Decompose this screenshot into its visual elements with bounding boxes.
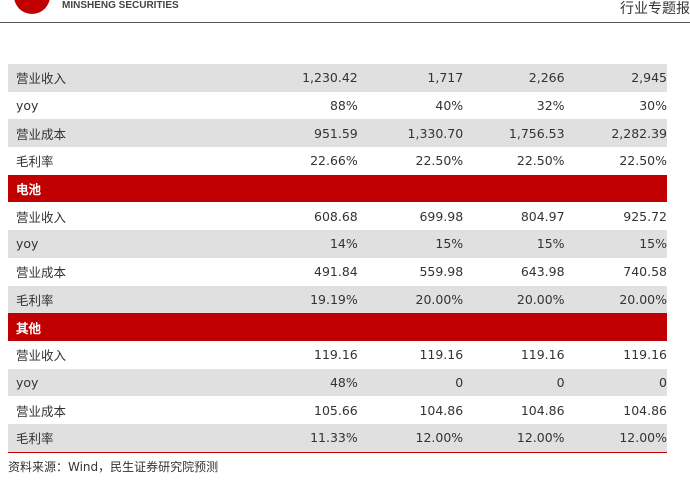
cell: 119.16	[314, 347, 358, 363]
cell: 643.98	[520, 264, 565, 280]
cell: 22.50%	[516, 153, 565, 169]
cell: 40%	[435, 98, 464, 114]
table-row: 营业收入 119.16 119.16 119.16 119.16	[8, 341, 667, 369]
cell: 20.00%	[463, 285, 565, 314]
cell: 0	[564, 368, 667, 397]
cell: 11.33%	[160, 423, 358, 453]
cell: 491.84	[314, 264, 358, 280]
table-row: 营业成本 491.84 559.98 643.98 740.58	[8, 258, 667, 286]
row-label: yoy	[8, 368, 161, 397]
row-label: 营业成本	[16, 265, 67, 281]
table-row: yoy 88% 40% 32% 30%	[8, 92, 667, 120]
logo	[14, 0, 50, 14]
row-label: yoy	[16, 98, 39, 114]
source-note: 资料来源：Wind，民生证券研究院预测	[8, 460, 219, 474]
cell: 104.86	[419, 402, 464, 418]
cell: 15%	[357, 230, 464, 258]
row-label: 营业收入	[16, 348, 67, 364]
cell: 1,756.53	[463, 119, 565, 148]
row-label: 营业收入	[16, 209, 67, 225]
cell: 2,282.39	[564, 119, 667, 148]
header-rule	[0, 22, 690, 23]
row-label: 营业收入	[8, 64, 161, 92]
table-row: 毛利率 19.19% 20.00% 20.00% 20.00%	[8, 285, 667, 314]
cell: 20.00%	[357, 285, 464, 314]
cell: 48%	[160, 368, 358, 397]
cell: 88%	[329, 98, 358, 114]
row-label: 毛利率	[8, 285, 161, 314]
cell: 19.19%	[160, 285, 358, 314]
cell: 699.98	[419, 208, 464, 224]
cell: 119.16	[419, 347, 464, 363]
cell: 12.00%	[564, 423, 667, 453]
row-label: 营业成本	[16, 403, 67, 419]
cell: 740.58	[623, 264, 667, 280]
cell: 14%	[160, 230, 358, 258]
cell: 0	[463, 368, 565, 397]
data-table: 营业收入 1,230.42 1,717 2,266 2,945 yoy 88% 40% 32% 3…	[8, 64, 667, 453]
cell: 0	[357, 368, 464, 397]
cell: 804.97	[520, 208, 565, 224]
cell: 2,266	[463, 64, 565, 92]
cell: 12.00%	[463, 423, 565, 453]
cell: 20.00%	[564, 285, 667, 314]
table-row: yoy 48% 0 0 0	[8, 368, 667, 397]
cell: 22.66%	[310, 153, 358, 169]
cell: 1,717	[357, 64, 464, 92]
table-row: yoy 14% 15% 15% 15%	[8, 230, 667, 258]
cell: 925.72	[623, 208, 667, 224]
cell: 105.66	[314, 402, 358, 418]
cell: 15%	[564, 230, 667, 258]
table-row: 营业收入 1,230.42 1,717 2,266 2,945	[8, 64, 667, 92]
table-row: 营业成本 105.66 104.86 104.86 104.86	[8, 396, 667, 424]
row-label: 毛利率	[8, 423, 161, 453]
section-title: 其他	[8, 313, 667, 341]
cell: 22.50%	[415, 153, 464, 169]
cell: 32%	[536, 98, 565, 114]
cell: 119.16	[520, 347, 565, 363]
cell: 12.00%	[357, 423, 464, 453]
brand: MINSHENG SECURITIES	[62, 0, 179, 11]
table-row: 营业成本 951.59 1,330.70 1,756.53 2,282.39	[8, 119, 667, 148]
table-row: 电池	[8, 174, 667, 203]
row-label: 营业成本	[8, 119, 161, 148]
cell: 30%	[639, 98, 667, 114]
cell: 15%	[463, 230, 565, 258]
table-row: 其他	[8, 313, 667, 341]
table-row: 毛利率 22.66% 22.50% 22.50% 22.50%	[8, 147, 667, 175]
section-title: 电池	[8, 174, 667, 203]
table-row: 营业收入 608.68 699.98 804.97 925.72	[8, 202, 667, 230]
cell: 104.86	[623, 402, 667, 418]
cell: 951.59	[160, 119, 358, 148]
row-label: yoy	[8, 230, 161, 258]
cell: 608.68	[314, 208, 358, 224]
cell: 2,945	[564, 64, 667, 92]
cell: 22.50%	[619, 153, 667, 169]
cell: 104.86	[520, 402, 565, 418]
table-row: 毛利率 11.33% 12.00% 12.00% 12.00%	[8, 423, 667, 453]
cell: 559.98	[419, 264, 464, 280]
report-type: 行业专题报	[620, 1, 690, 17]
row-label: 毛利率	[16, 154, 54, 170]
cell: 1,230.42	[160, 64, 358, 92]
cell: 1,330.70	[357, 119, 464, 148]
cell: 119.16	[623, 347, 667, 363]
